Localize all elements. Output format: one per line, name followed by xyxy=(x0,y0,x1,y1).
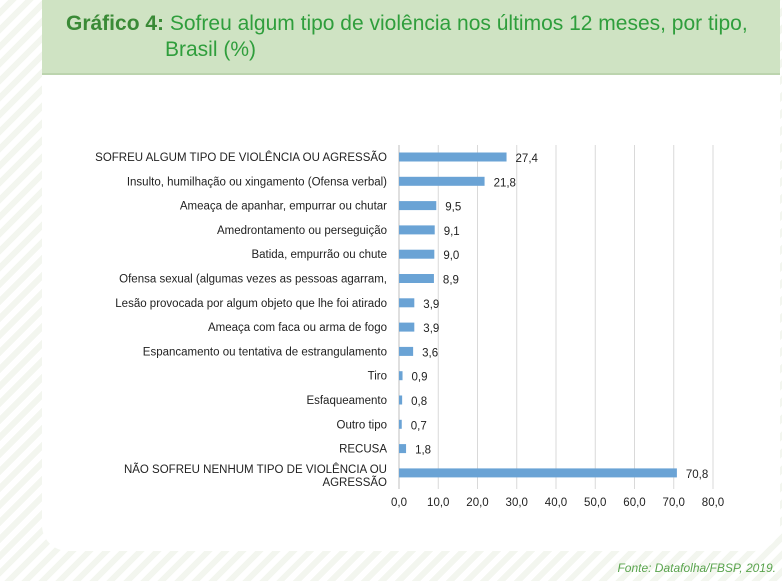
category-label: Espancamento ou tentativa de estrangulam… xyxy=(143,346,387,358)
bar xyxy=(399,371,403,381)
x-tick-label: 40,0 xyxy=(545,497,567,509)
x-tick-label: 70,0 xyxy=(663,497,685,509)
x-tick-label: 20,0 xyxy=(466,497,488,509)
value-label: 3,9 xyxy=(423,299,439,311)
value-label: 0,8 xyxy=(411,396,427,408)
bar xyxy=(399,395,403,405)
header-band: Gráfico 4: Sofreu algum tipo de violênci… xyxy=(42,0,780,75)
value-label: 9,5 xyxy=(445,202,461,214)
title-line-1: Sofreu algum tipo de violência nos últim… xyxy=(169,12,748,35)
x-tick-label: 50,0 xyxy=(584,497,606,509)
bar xyxy=(399,444,407,454)
category-label: Outro tipo xyxy=(337,419,388,431)
value-label: 9,1 xyxy=(444,226,460,238)
x-tick-label: 0,0 xyxy=(391,497,407,509)
chart-title: Gráfico 4: Sofreu algum tipo de violênci… xyxy=(66,11,766,63)
category-label: RECUSA xyxy=(339,444,387,456)
category-label: Ofensa sexual (algumas vezes as pessoas … xyxy=(119,274,387,286)
bar-chart: 0,0 10,0 20,0 30,0 40,0 50,0 60,0 70,0 80,0 SOFRE… xyxy=(95,145,724,509)
bar xyxy=(399,152,507,162)
category-label: Esfaqueamento xyxy=(306,395,387,407)
bar xyxy=(399,322,415,332)
x-tick-label: 60,0 xyxy=(623,497,645,509)
category-label: Tiro xyxy=(368,371,387,383)
bar xyxy=(399,346,414,356)
category-label: Ameaça de apanhar, empurrar ou chutar xyxy=(180,201,387,213)
bar xyxy=(399,225,435,235)
x-tick-label: 30,0 xyxy=(506,497,528,509)
category-label: NÃO SOFREU NENHUM TIPO DE VIOLÊNCIA OU AG… xyxy=(124,463,387,489)
bar xyxy=(399,249,435,259)
bar xyxy=(399,298,415,308)
bar xyxy=(399,201,437,211)
category-label: SOFREU ALGUM TIPO DE VIOLÊNCIA OU AGRESS… xyxy=(95,151,387,164)
source-note: Fonte: Datafolha/FBSP, 2019. xyxy=(617,561,776,575)
category-label: Lesão provocada por algum objeto que lhe… xyxy=(115,298,387,310)
value-label: 3,9 xyxy=(423,323,439,335)
bar xyxy=(399,176,485,186)
value-label: 3,6 xyxy=(422,347,438,359)
value-label: 27,4 xyxy=(516,153,539,165)
value-label: 0,7 xyxy=(411,420,427,432)
value-label: 8,9 xyxy=(443,275,459,287)
title-line-2: Brasil (%) xyxy=(165,38,257,61)
category-label: Insulto, humilhação ou xingamento (Ofens… xyxy=(127,176,387,188)
value-label: 1,8 xyxy=(415,445,431,457)
x-tick-label: 80,0 xyxy=(702,497,724,509)
category-label: Amedrontamento ou perseguição xyxy=(217,225,387,237)
title-lead: Gráfico 4: xyxy=(66,12,165,35)
value-label: 70,8 xyxy=(686,469,708,481)
value-label: 0,9 xyxy=(412,372,428,384)
category-label: Batida, empurrão ou chute xyxy=(251,249,387,261)
value-label: 9,0 xyxy=(443,250,459,262)
value-label: 21,8 xyxy=(494,177,516,189)
bar xyxy=(399,419,402,429)
x-tick-label: 10,0 xyxy=(427,497,449,509)
bar xyxy=(399,468,677,478)
category-label: Ameaça com faca ou arma de fogo xyxy=(208,322,387,334)
bar xyxy=(399,274,434,283)
